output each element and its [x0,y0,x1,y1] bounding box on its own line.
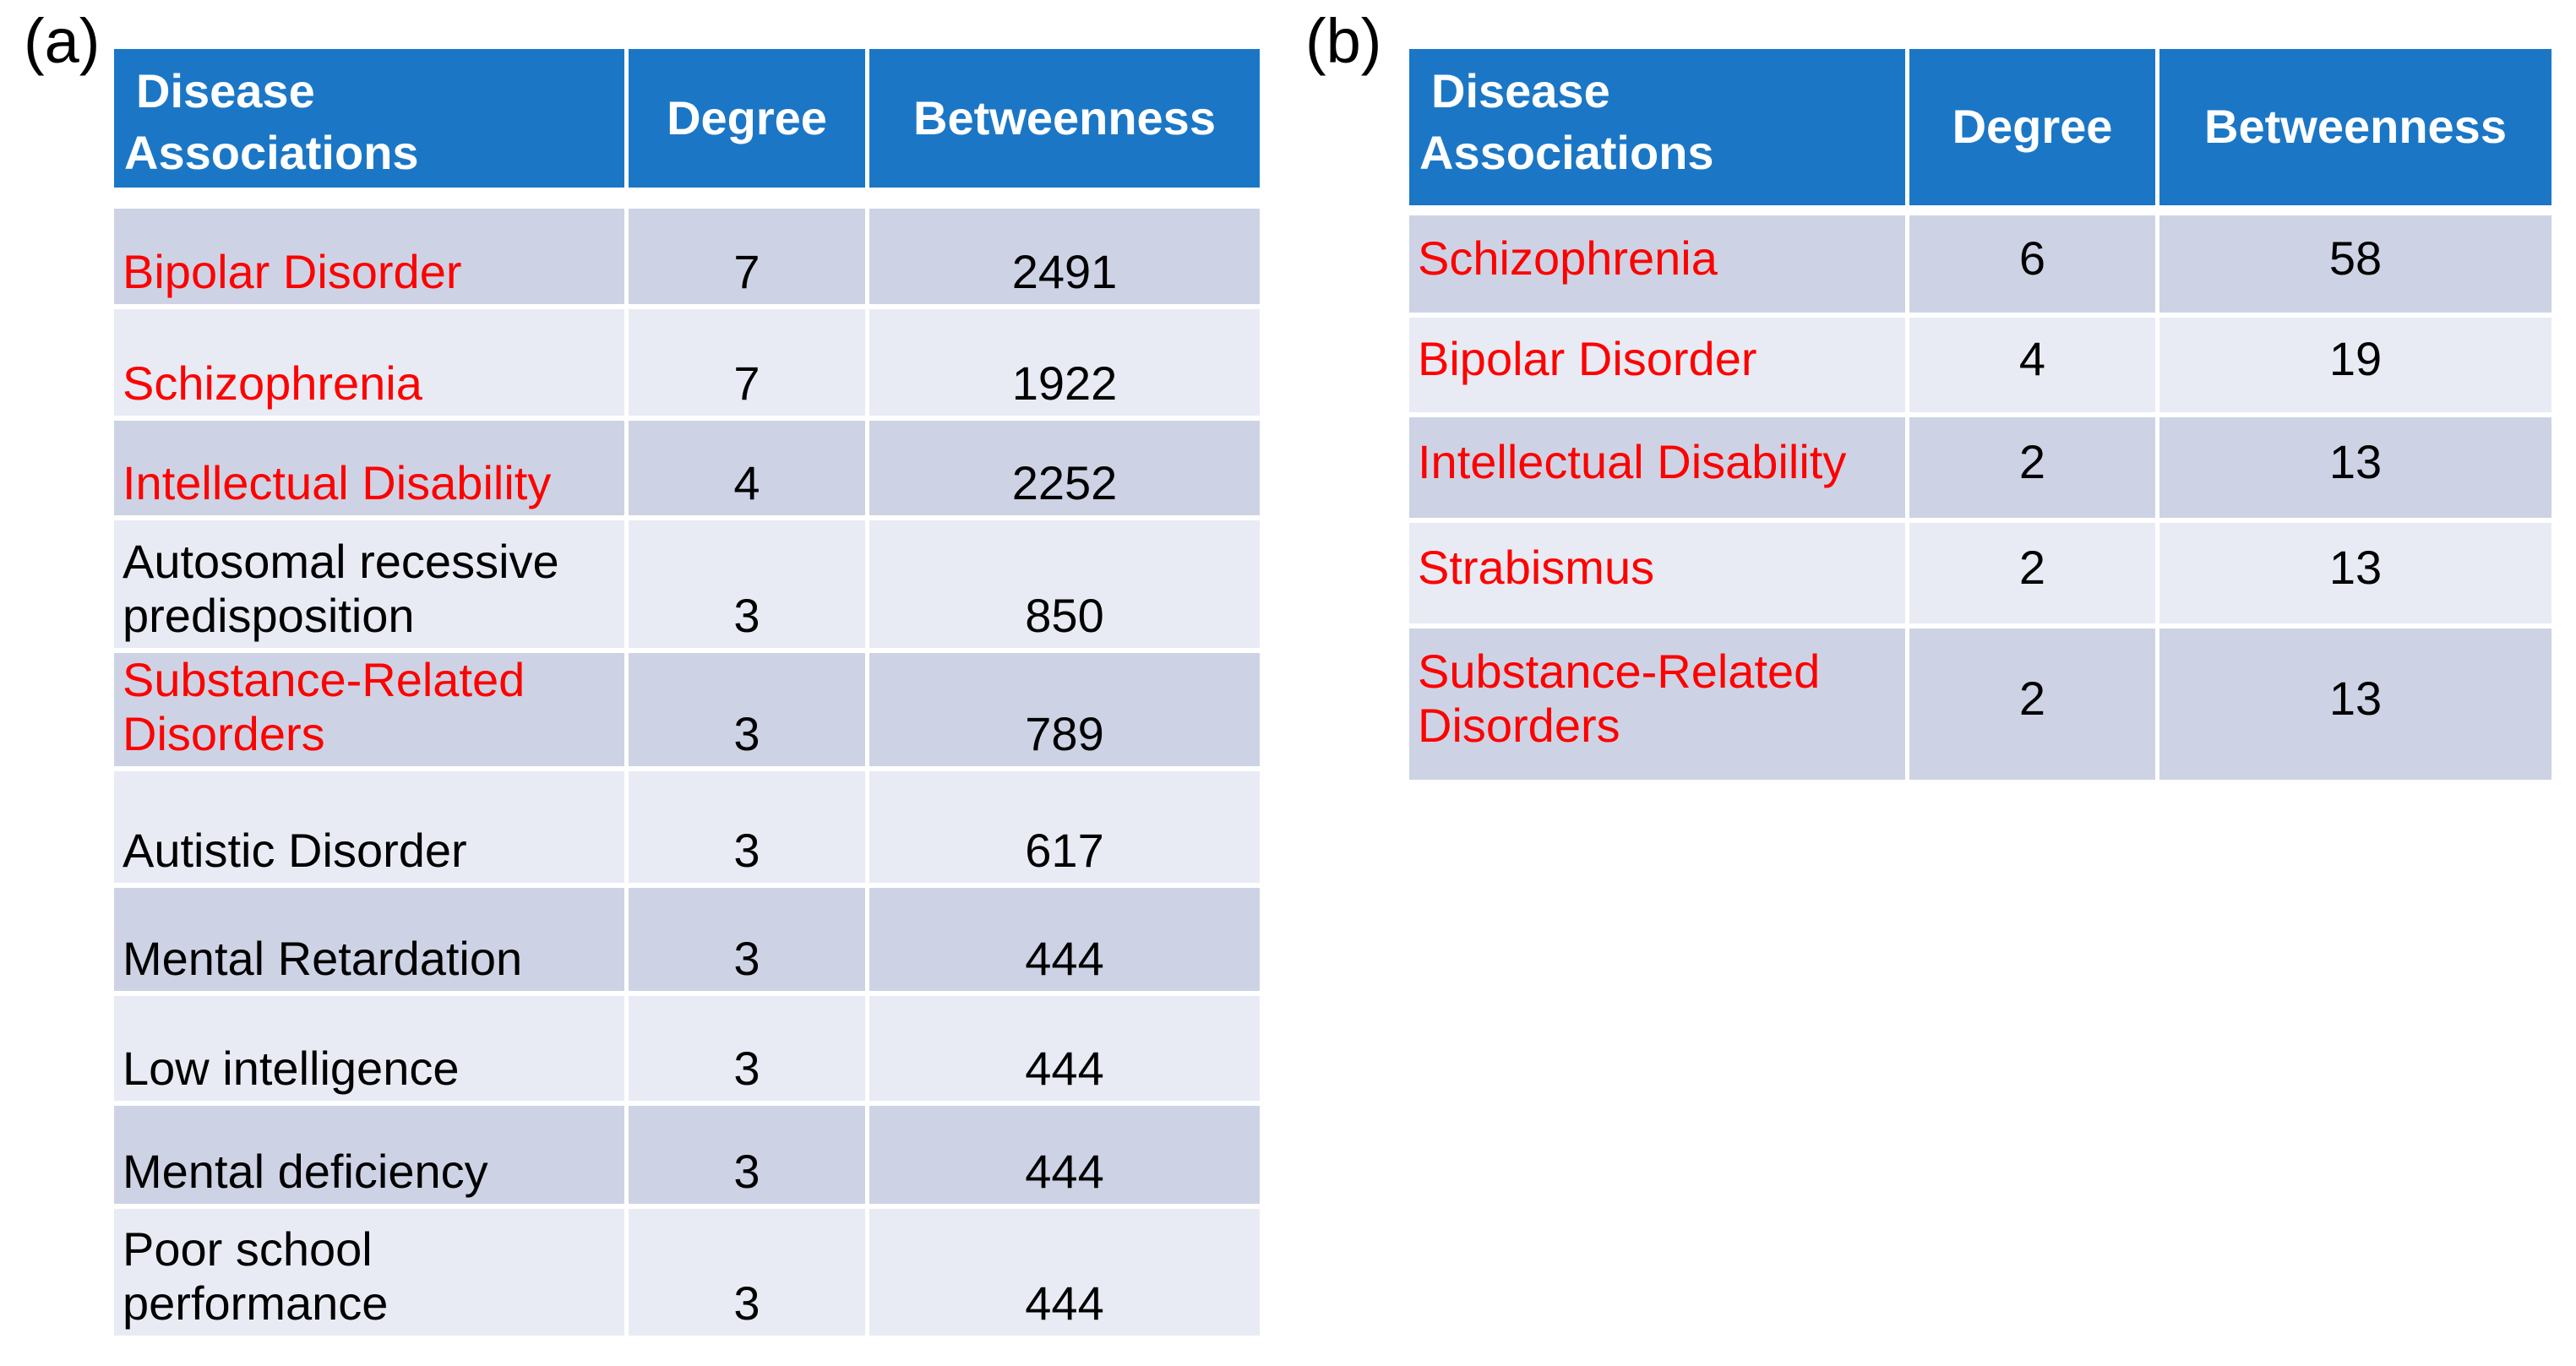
degree-value-cell: 6 [1909,215,2155,313]
disease-name-cell: Autistic Disorder [114,771,624,883]
table-row: Low intelligence 3 444 [114,996,1260,1101]
column-header-disease-associations: Disease Associations [114,49,624,188]
column-header-degree: Degree [629,49,865,188]
disease-name-cell: Mental Retardation [114,888,624,991]
degree-value-cell: 7 [629,309,865,416]
table-row: Mental Retardation 3 444 [114,888,1260,991]
betweenness-value-cell: 58 [2159,215,2551,313]
table-row: Mental deficiency 3 444 [114,1106,1260,1204]
table-row: Autosomal recessive predisposition 3 850 [114,520,1260,648]
table-panel-b: Disease Associations Degree Betweenness … [1409,49,2553,785]
disease-name-cell: Substance-Related Disorders [114,653,624,766]
table-header-row: Disease Associations Degree Betweenness [1409,49,2553,205]
column-header-betweenness: Betweenness [2159,49,2551,205]
disease-name-cell: Substance-Related Disorders [1409,629,1905,780]
panel-a-label: (a) [24,6,101,76]
betweenness-value-cell: 13 [2159,523,2551,623]
disease-name-cell: Mental deficiency [114,1106,624,1204]
degree-value-cell: 3 [629,520,865,648]
degree-value-cell: 2 [1909,417,2155,518]
degree-value-cell: 3 [629,1209,865,1336]
table-row: Schizophrenia 6 58 [1409,215,2553,313]
degree-value-cell: 3 [629,653,865,766]
betweenness-value-cell: 2252 [869,421,1260,515]
degree-value-cell: 3 [629,888,865,991]
betweenness-value-cell: 444 [869,996,1260,1101]
disease-name-cell: Intellectual Disability [1409,417,1905,518]
table-row: Intellectual Disability 4 2252 [114,421,1260,515]
betweenness-value-cell: 2491 [869,209,1260,304]
betweenness-value-cell: 13 [2159,417,2551,518]
table-row: Strabismus 2 13 [1409,523,2553,623]
betweenness-value-cell: 617 [869,771,1260,883]
degree-value-cell: 7 [629,209,865,304]
degree-value-cell: 4 [1909,318,2155,412]
table-row: Substance-Related Disorders 3 789 [114,653,1260,766]
betweenness-value-cell: 444 [869,888,1260,991]
betweenness-value-cell: 789 [869,653,1260,766]
table-row: Substance-Related Disorders 2 13 [1409,629,2553,780]
table-row: Bipolar Disorder 4 19 [1409,318,2553,412]
table-panel-a: Disease Associations Degree Betweenness … [114,49,1260,1341]
degree-value-cell: 3 [629,771,865,883]
panel-b-label: (b) [1305,6,1382,76]
column-header-betweenness: Betweenness [869,49,1260,188]
column-header-disease-associations: Disease Associations [1409,49,1905,205]
table-row: Bipolar Disorder 7 2491 [114,209,1260,304]
disease-name-cell: Low intelligence [114,996,624,1101]
betweenness-value-cell: 444 [869,1106,1260,1204]
disease-name-cell: Strabismus [1409,523,1905,623]
disease-name-cell: Bipolar Disorder [114,209,624,304]
betweenness-value-cell: 850 [869,520,1260,648]
disease-name-cell: Poor school performance [114,1209,624,1336]
betweenness-value-cell: 13 [2159,629,2551,780]
betweenness-value-cell: 444 [869,1209,1260,1336]
disease-name-cell: Intellectual Disability [114,421,624,515]
betweenness-value-cell: 19 [2159,318,2551,412]
betweenness-value-cell: 1922 [869,309,1260,416]
degree-value-cell: 3 [629,996,865,1101]
table-body: Bipolar Disorder 7 2491 Schizophrenia 7 1922 I… [114,209,1260,1336]
table-body: Schizophrenia 6 58 Bipolar Disorder 4 19 Intel… [1409,215,2553,780]
degree-value-cell: 2 [1909,629,2155,780]
degree-value-cell: 3 [629,1106,865,1204]
column-header-degree: Degree [1909,49,2155,205]
disease-name-cell: Schizophrenia [1409,215,1905,313]
table-row: Schizophrenia 7 1922 [114,309,1260,416]
degree-value-cell: 4 [629,421,865,515]
table-row: Autistic Disorder 3 617 [114,771,1260,883]
table-row: Intellectual Disability 2 13 [1409,417,2553,518]
disease-name-cell: Schizophrenia [114,309,624,416]
table-header-row: Disease Associations Degree Betweenness [114,49,1260,188]
table-row: Poor school performance 3 444 [114,1209,1260,1336]
disease-name-cell: Bipolar Disorder [1409,318,1905,412]
degree-value-cell: 2 [1909,523,2155,623]
disease-name-cell: Autosomal recessive predisposition [114,520,624,648]
